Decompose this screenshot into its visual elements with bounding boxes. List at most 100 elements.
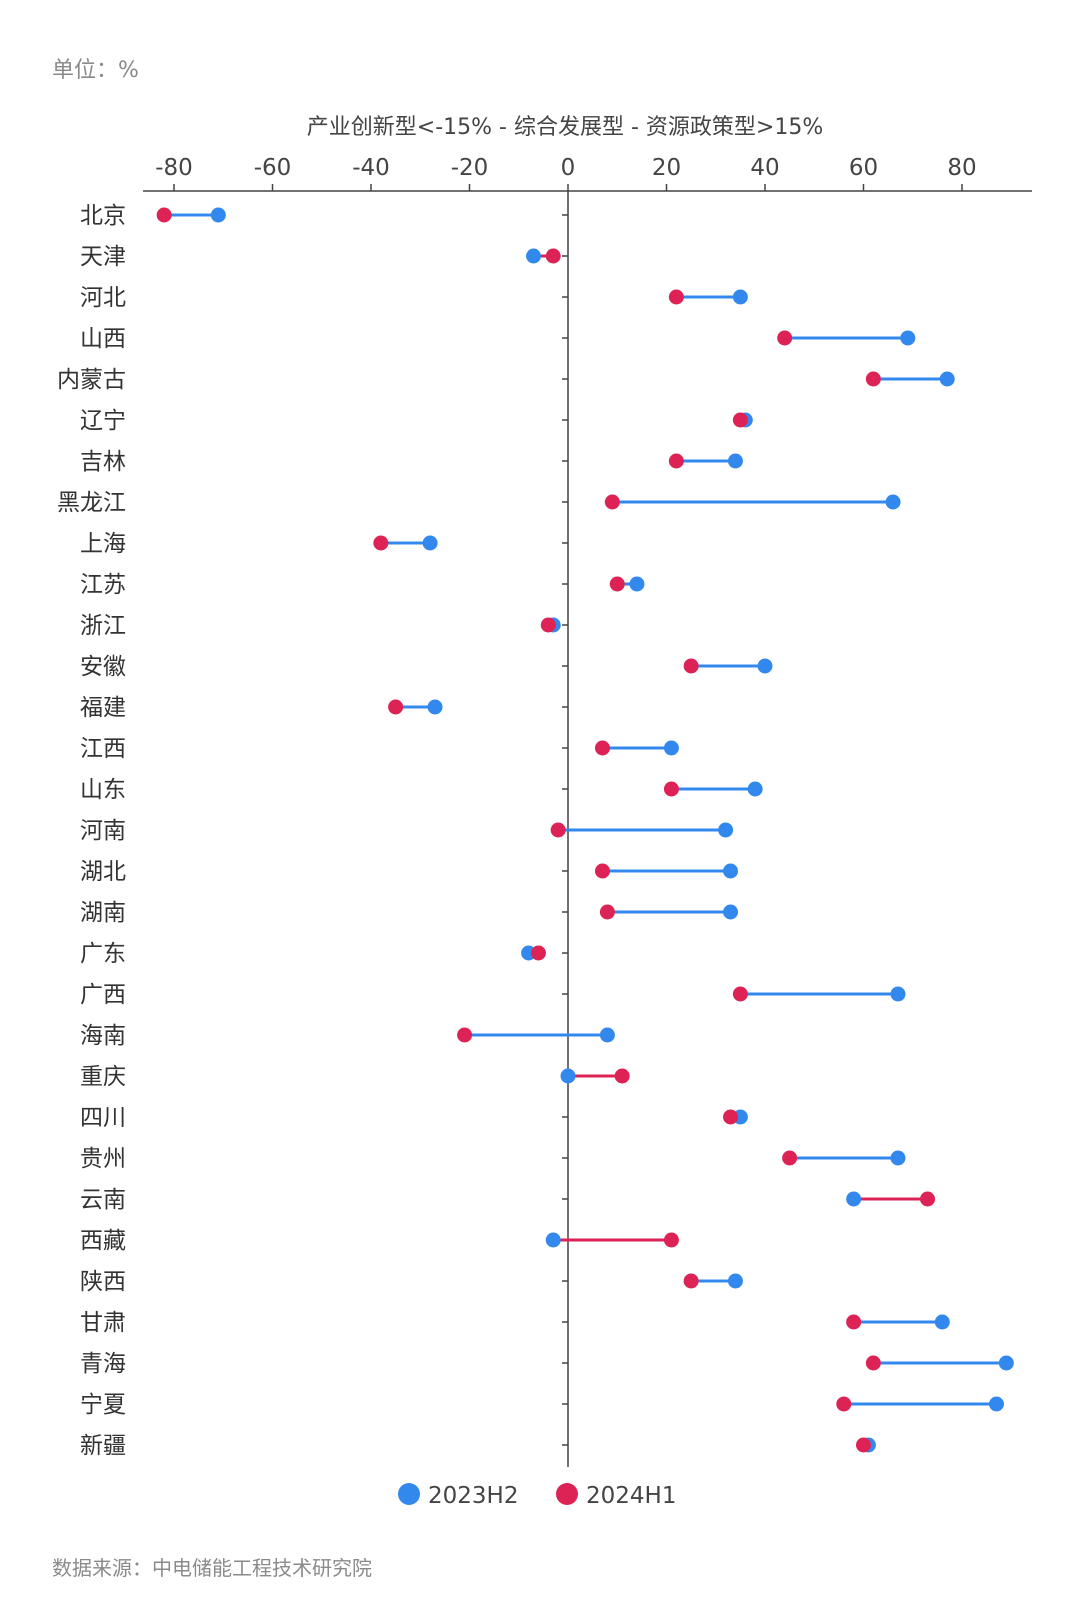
dot-2024H1 bbox=[604, 494, 620, 510]
dot-2024H1 bbox=[856, 1437, 871, 1453]
dot-2023H2 bbox=[526, 248, 542, 264]
category-label: 内蒙古 bbox=[57, 367, 126, 393]
dot-2024H1 bbox=[865, 371, 881, 387]
category-label: 辽宁 bbox=[80, 408, 126, 434]
category-label: 海南 bbox=[80, 1023, 126, 1049]
dot-2023H2 bbox=[885, 494, 901, 510]
category-label: 四川 bbox=[80, 1105, 126, 1131]
x-tick-label: -20 bbox=[451, 155, 489, 181]
dot-2024H1 bbox=[920, 1191, 936, 1207]
dot-2023H2 bbox=[599, 1027, 615, 1043]
dot-2024H1 bbox=[683, 658, 699, 674]
x-tick-label: 80 bbox=[947, 155, 976, 181]
category-label: 天津 bbox=[80, 244, 126, 270]
legend-label-2024H1: 2024H1 bbox=[586, 1483, 676, 1509]
dot-2024H1 bbox=[782, 1150, 798, 1166]
dot-2023H2 bbox=[900, 330, 916, 346]
category-label: 黑龙江 bbox=[57, 490, 126, 516]
dot-2023H2 bbox=[727, 453, 743, 469]
dot-2024H1 bbox=[668, 289, 684, 305]
dot-2024H1 bbox=[388, 699, 404, 715]
dot-2024H1 bbox=[663, 1232, 679, 1248]
dot-2023H2 bbox=[988, 1396, 1004, 1412]
legend-swatch-2024H1 bbox=[556, 1483, 578, 1505]
x-tick-label: -60 bbox=[254, 155, 292, 181]
dot-2023H2 bbox=[890, 986, 906, 1002]
x-tick-label: 60 bbox=[849, 155, 878, 181]
dot-2024H1 bbox=[723, 1109, 739, 1125]
category-labels: 北京天津河北山西内蒙古辽宁吉林黑龙江上海江苏浙江安徽福建江西山东河南湖北湖南广东… bbox=[57, 203, 126, 1459]
dot-2023H2 bbox=[890, 1150, 906, 1166]
dot-2024H1 bbox=[683, 1273, 699, 1289]
legend: 2023H2 2024H1 bbox=[398, 1483, 676, 1509]
category-label: 山西 bbox=[80, 326, 126, 352]
dot-2024H1 bbox=[540, 617, 556, 633]
category-label: 西藏 bbox=[80, 1228, 126, 1254]
dot-2023H2 bbox=[723, 863, 739, 879]
dot-2024H1 bbox=[614, 1068, 630, 1084]
category-label: 上海 bbox=[80, 531, 126, 557]
category-label: 陕西 bbox=[80, 1269, 126, 1295]
dot-2023H2 bbox=[732, 289, 748, 305]
dot-2023H2 bbox=[939, 371, 955, 387]
dot-2023H2 bbox=[629, 576, 645, 592]
dot-2024H1 bbox=[609, 576, 625, 592]
category-label: 新疆 bbox=[80, 1433, 126, 1459]
dot-2023H2 bbox=[998, 1355, 1014, 1371]
category-label: 山东 bbox=[80, 777, 126, 803]
dot-2023H2 bbox=[747, 781, 763, 797]
category-label: 河南 bbox=[80, 818, 126, 844]
dot-2024H1 bbox=[156, 207, 172, 223]
dot-2023H2 bbox=[723, 904, 739, 920]
category-label: 广西 bbox=[80, 982, 126, 1008]
axis-layer: -80 -60 -40 -20 0 20 40 60 80 bbox=[143, 155, 1032, 1467]
category-label: 安徽 bbox=[80, 654, 126, 680]
x-tick-label: 20 bbox=[652, 155, 681, 181]
legend-swatch-2023H2 bbox=[398, 1483, 420, 1505]
x-tick-label: -80 bbox=[155, 155, 193, 181]
dot-2023H2 bbox=[427, 699, 443, 715]
x-tick-label: 0 bbox=[561, 155, 576, 181]
dot-2024H1 bbox=[594, 863, 610, 879]
dot-2024H1 bbox=[732, 412, 748, 428]
category-label: 江西 bbox=[80, 736, 126, 762]
category-label: 青海 bbox=[80, 1351, 126, 1377]
dot-2023H2 bbox=[934, 1314, 950, 1330]
dot-2024H1 bbox=[550, 822, 566, 838]
category-label: 甘肃 bbox=[80, 1310, 126, 1336]
x-tick-label: -40 bbox=[352, 155, 390, 181]
source-label: 数据来源：中电储能工程技术研究院 bbox=[52, 1556, 372, 1580]
category-label: 江苏 bbox=[80, 572, 126, 598]
dot-2024H1 bbox=[846, 1314, 862, 1330]
dot-2024H1 bbox=[545, 248, 561, 264]
unit-label: 单位：% bbox=[52, 58, 139, 83]
dot-2024H1 bbox=[663, 781, 679, 797]
dot-2023H2 bbox=[757, 658, 773, 674]
category-label: 宁夏 bbox=[80, 1392, 126, 1418]
category-label: 湖北 bbox=[80, 859, 126, 885]
dot-2023H2 bbox=[727, 1273, 743, 1289]
dot-2024H1 bbox=[865, 1355, 881, 1371]
dot-2023H2 bbox=[560, 1068, 576, 1084]
x-tick-label: 40 bbox=[750, 155, 779, 181]
lines-layer bbox=[164, 213, 1007, 1447]
dot-2024H1 bbox=[457, 1027, 473, 1043]
category-label: 河北 bbox=[80, 285, 126, 311]
dot-2023H2 bbox=[545, 1232, 561, 1248]
dot-2023H2 bbox=[663, 740, 679, 756]
dots-layer bbox=[156, 207, 1014, 1453]
dot-2023H2 bbox=[422, 535, 438, 551]
dot-2023H2 bbox=[846, 1191, 862, 1207]
category-label: 福建 bbox=[80, 695, 126, 721]
dot-2024H1 bbox=[373, 535, 389, 551]
dot-2024H1 bbox=[836, 1396, 852, 1412]
dot-2024H1 bbox=[777, 330, 793, 346]
dumbbell-chart: 产业创新型<-15% - 综合发展型 - 资源政策型>15% -80 -60 -40… bbox=[57, 115, 1032, 1509]
category-label: 北京 bbox=[80, 203, 126, 229]
category-label: 湖南 bbox=[80, 900, 126, 926]
dot-2024H1 bbox=[668, 453, 684, 469]
dot-2024H1 bbox=[594, 740, 610, 756]
x-axis-title: 产业创新型<-15% - 综合发展型 - 资源政策型>15% bbox=[307, 115, 823, 140]
dot-2024H1 bbox=[599, 904, 615, 920]
category-label: 浙江 bbox=[80, 613, 126, 639]
